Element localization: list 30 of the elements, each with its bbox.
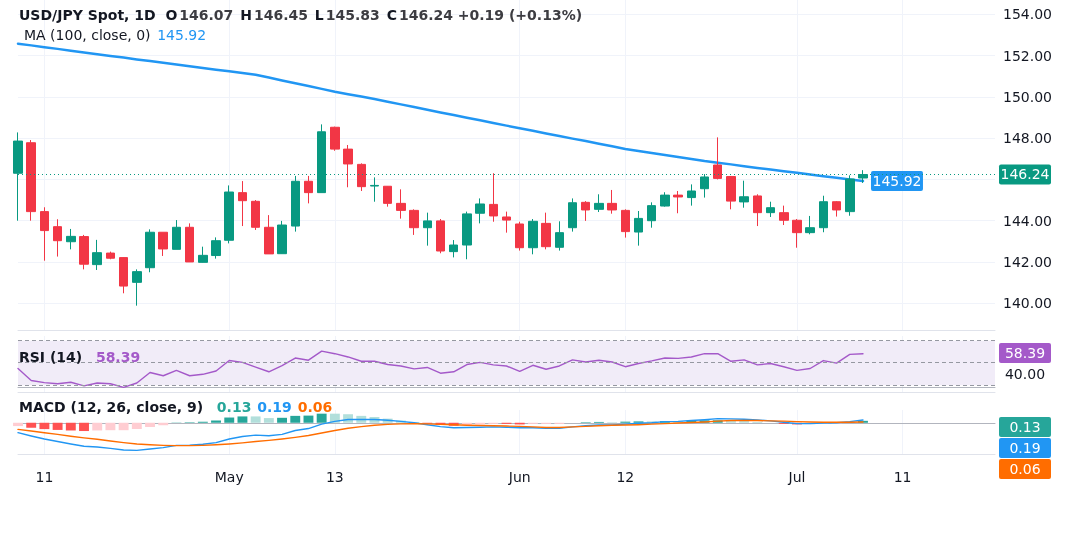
text: 58.39 <box>1004 345 1046 361</box>
text: 0.13 <box>1009 419 1041 435</box>
chart-title: RSI (14) <box>19 349 83 365</box>
annotation: 0.13 <box>216 399 252 415</box>
x-tick-label: May <box>214 469 244 485</box>
chart-title: MACD (12, 26, close, 9) <box>19 399 204 415</box>
y-tick-label: 154.00 <box>1003 6 1052 23</box>
y-tick-label: 144.00 <box>1003 212 1052 229</box>
text: 0.19 <box>1009 440 1041 456</box>
x-tick-label: 11 <box>35 469 54 485</box>
annotation: 0.06 <box>297 399 333 415</box>
y-tick-label: 140.00 <box>1003 295 1052 312</box>
text: USD/JPY Spot, 1D <box>19 7 156 23</box>
x-tick-label: 13 <box>325 469 344 485</box>
y-tick-label: 148.00 <box>1003 130 1052 147</box>
text: 145.92 <box>157 27 207 43</box>
x-tick-label: Jul <box>787 469 806 485</box>
x-tick-label: Jun <box>507 469 531 485</box>
series-label: MA (100, close, 0) <box>24 27 151 43</box>
data-label: 145.92 <box>872 173 922 190</box>
x-tick-label: 11 <box>893 469 912 485</box>
text: 40.00 <box>1004 366 1046 382</box>
y-tick-label: 142.00 <box>1003 253 1052 270</box>
annotation: 58.39 <box>95 349 141 365</box>
y-tick-label: 150.00 <box>1003 88 1052 105</box>
ref-line-label: 146.24 <box>1000 166 1050 183</box>
y-tick-label: 152.00 <box>1003 47 1052 64</box>
text: 0.06 <box>1009 461 1041 477</box>
annotation: 0.19 <box>257 399 292 415</box>
x-tick-label: 12 <box>616 469 635 485</box>
